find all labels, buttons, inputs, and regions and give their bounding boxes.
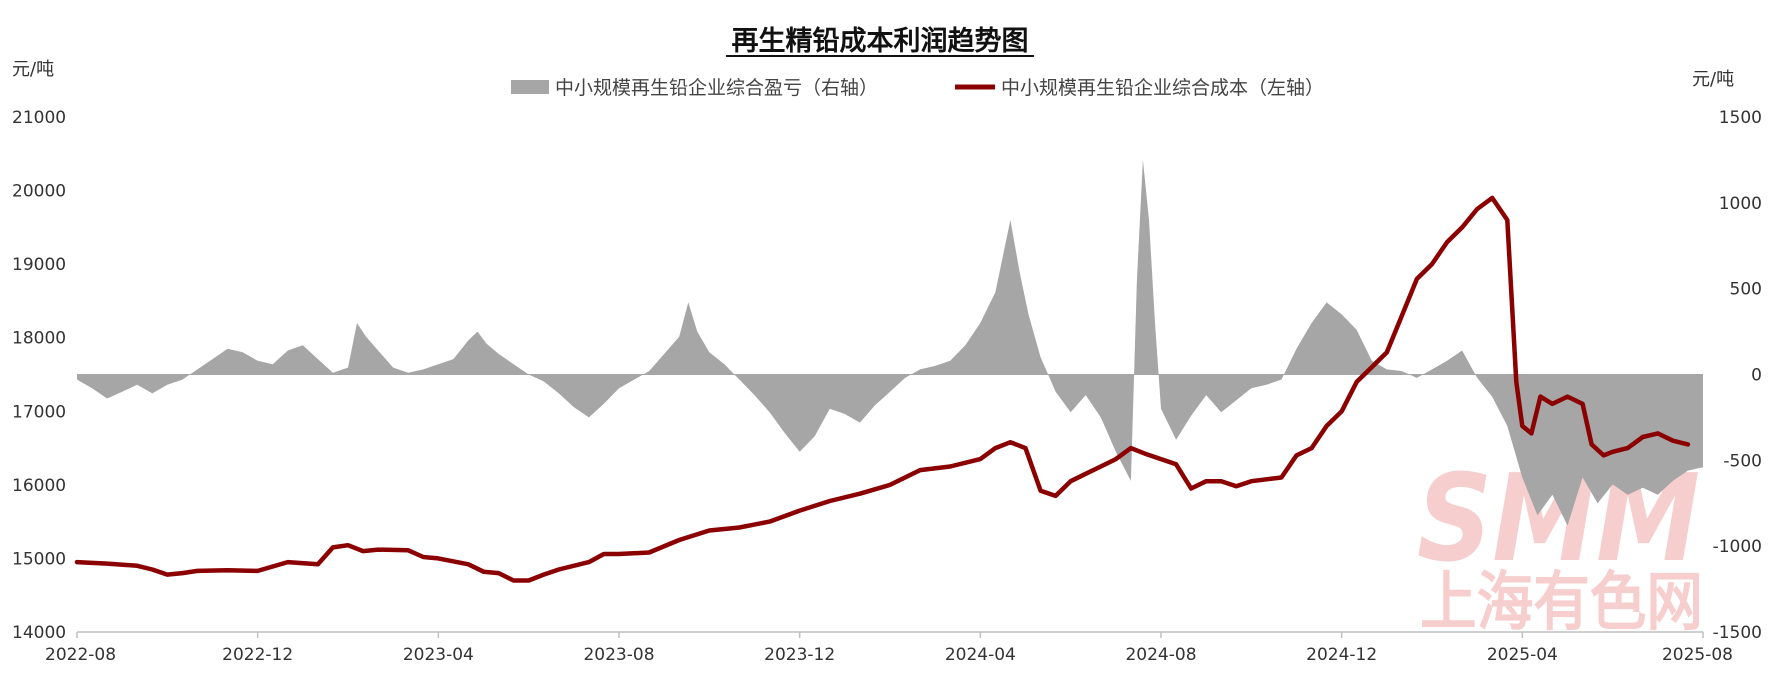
left-tick-label: 21000: [12, 108, 66, 128]
x-tick-label: 2024-04: [945, 645, 1016, 665]
left-tick-label: 20000: [12, 182, 66, 202]
legend: 中小规模再生铅企业综合盈亏（右轴） 中小规模再生铅企业综合成本（左轴）: [511, 77, 1324, 99]
right-tick-label: 500: [1730, 280, 1762, 300]
x-tick-label: 2025-04: [1487, 645, 1558, 665]
chart-title: 再生精铅成本利润趋势图: [732, 25, 1029, 57]
left-tick-label: 17000: [12, 402, 66, 422]
left-tick-label: 19000: [12, 255, 66, 275]
legend-label-profit: 中小规模再生铅企业综合盈亏（右轴）: [555, 77, 878, 99]
right-axis-unit: 元/吨: [1692, 69, 1734, 90]
right-tick-label: 1500: [1719, 108, 1762, 128]
x-tick-label: 2024-12: [1306, 645, 1377, 665]
x-tick-label: 2023-04: [403, 645, 474, 665]
x-tick-label: 2024-08: [1125, 645, 1196, 665]
right-tick-label: -500: [1723, 451, 1762, 471]
left-axis-ticks: 14000 15000 16000 17000 18000 19000 20000 21000: [12, 108, 66, 643]
right-tick-label: 1000: [1719, 194, 1762, 214]
left-tick-label: 14000: [12, 623, 66, 643]
left-axis-unit: 元/吨: [12, 59, 54, 80]
x-tick-label: 2023-12: [764, 645, 835, 665]
x-tick-label: 2025-08: [1662, 645, 1733, 665]
left-tick-label: 15000: [12, 549, 66, 569]
series-profit-area: [77, 159, 1703, 526]
right-tick-label: -1000: [1713, 537, 1762, 557]
watermark-name: 上海有色网: [1420, 566, 1703, 640]
x-tick-label: 2022-12: [222, 645, 293, 665]
right-tick-label: 0: [1751, 366, 1762, 386]
x-tick-label: 2023-08: [583, 645, 654, 665]
legend-label-cost: 中小规模再生铅企业综合成本（左轴）: [1001, 77, 1324, 99]
right-tick-label: -1500: [1713, 623, 1762, 643]
x-tick-label: 2022-08: [45, 645, 116, 665]
legend-swatch-profit: [511, 80, 549, 94]
x-axis-ticks: 2022-08 2022-12 2023-04 2023-08 2023-12 2024-…: [45, 632, 1733, 665]
left-tick-label: 16000: [12, 476, 66, 496]
series-cost-line: [74, 195, 1691, 583]
right-axis-ticks: -1500 -1000 -500 0 500 1000 1500: [1713, 108, 1762, 643]
left-tick-label: 18000: [12, 329, 66, 349]
